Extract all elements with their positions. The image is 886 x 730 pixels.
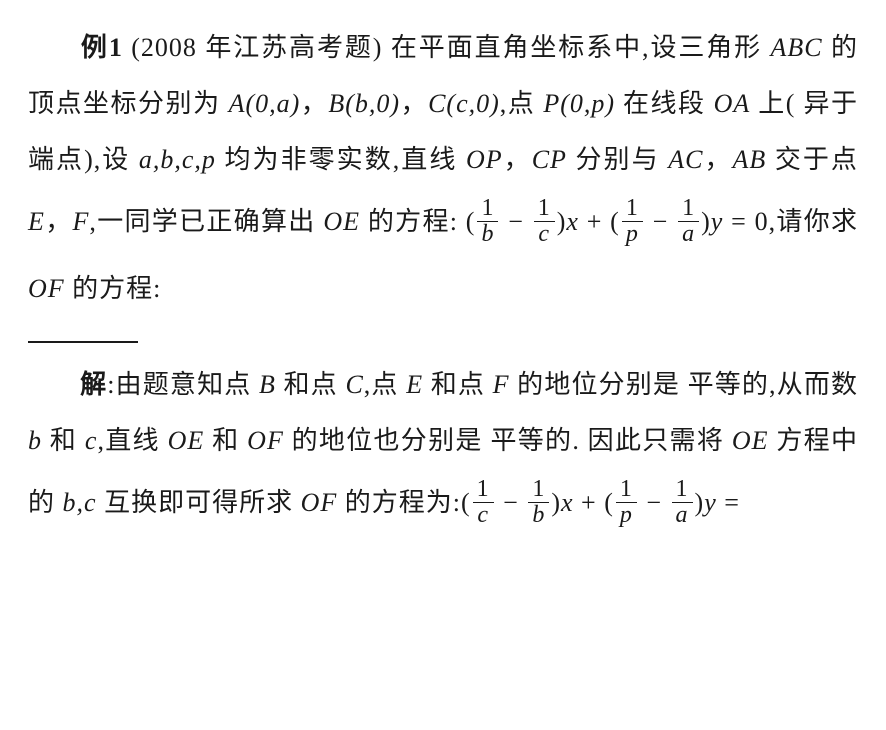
plus-lparen: + ( [579,207,620,236]
blank-divider [28,341,138,343]
problem-text: 交于点 [766,145,858,174]
rparen: ) [695,488,705,517]
solution-block: 解:由题意知点 B 和点 C,点 E 和点 F 的地位分别是 平等的,从而数 b… [28,357,858,536]
sym-f: F [493,370,510,399]
var-x: x [561,488,574,517]
solution-text: 和点 [276,370,346,399]
segment-oa: OA [714,89,751,118]
point-b: B(b,0) [328,89,400,118]
line-oe: OE [732,426,769,455]
comma: ， [400,89,428,118]
solution-text: 由题意知点 [116,370,259,399]
example-label: 例1 [80,33,123,62]
frac-1-over-b: 1b [528,477,549,528]
line-oe: OE [323,207,360,236]
frac-1-over-a: 1a [678,196,699,247]
var-c: c [85,426,98,455]
rparen: ) [551,488,561,517]
sym-e: E [406,370,423,399]
sep: ， [503,145,532,174]
var-y: y [704,488,717,517]
vars-bc: b,c [63,488,97,517]
problem-text: 在线段 [615,89,714,118]
minus: − [500,207,531,236]
line-ab: AB [733,145,767,174]
equation-of: 1c − 1b)x + (1p − 1a)y = [471,488,740,517]
point-e: E [28,207,45,236]
triangle-abc: ABC [770,33,822,62]
problem-text: ,一同学已正确算出 [89,207,323,236]
equals: = [717,488,740,517]
solution-text: 和 [204,426,247,455]
solution-text: ,点 [364,370,406,399]
line-op: OP [466,145,503,174]
rparen: ) [701,207,711,236]
solution-text: 的地位也分别是 平等的. 因此只需将 [284,426,732,455]
plus-lparen: + ( [574,488,614,517]
solution-text: 和点 [423,370,493,399]
comma: ， [300,89,328,118]
problem-text: 在平面直角坐标系中,设三角形 [391,33,771,62]
point-p: P(0,p) [543,89,615,118]
problem-tail: 的方程: [65,274,162,303]
var-b: b [28,426,42,455]
equals-zero: = 0 [723,207,768,236]
problem-source: (2008 年江苏高考题) [131,33,382,62]
solution-text: 的地位分别是 平等的,从而数 [510,370,858,399]
lparen: ( [466,207,476,236]
line-oe: OE [168,426,205,455]
solution-text: 的方程为:( [337,488,470,517]
solution-text: 和 [42,426,85,455]
solution-text: ,直线 [97,426,167,455]
sep: ， [703,145,732,174]
frac-1-over-b: 1b [477,196,498,247]
problem-text: 均为非零实数,直线 [216,145,466,174]
sym-c: C [345,370,363,399]
frac-1-over-p: 1p [616,477,637,528]
var-x: x [566,207,579,236]
frac-1-over-c: 1c [534,196,555,247]
frac-1-over-p: 1p [622,196,643,247]
problem-text: 的方程: [360,207,458,236]
point-f: F [73,207,90,236]
solution-text: 互换即可得所求 [97,488,301,517]
problem-text: 分别与 [567,145,668,174]
line-of: OF [247,426,284,455]
line-cp: CP [532,145,567,174]
frac-1-over-c: 1c [473,477,494,528]
minus: − [639,488,670,517]
line-ac: AC [668,145,703,174]
problem-block: 例1 (2008 年江苏高考题) 在平面直角坐标系中,设三角形 ABC 的顶点坐… [28,20,858,323]
minus: − [496,488,527,517]
frac-1-over-a: 1a [672,477,693,528]
problem-text: ,点 [500,89,544,118]
line-of: OF [301,488,338,517]
minus: − [645,207,676,236]
colon: : [107,370,115,399]
sep: ， [45,207,73,236]
vars-abcp: a,b,c,p [139,145,216,174]
sym-b: B [259,370,276,399]
point-c: C(c,0) [428,89,500,118]
rparen: ) [557,207,567,236]
solution-label: 解 [80,370,107,399]
var-y: y [711,207,724,236]
problem-tail: ,请你求 [769,207,858,236]
point-a: A(0,a) [229,89,301,118]
line-of: OF [28,274,65,303]
